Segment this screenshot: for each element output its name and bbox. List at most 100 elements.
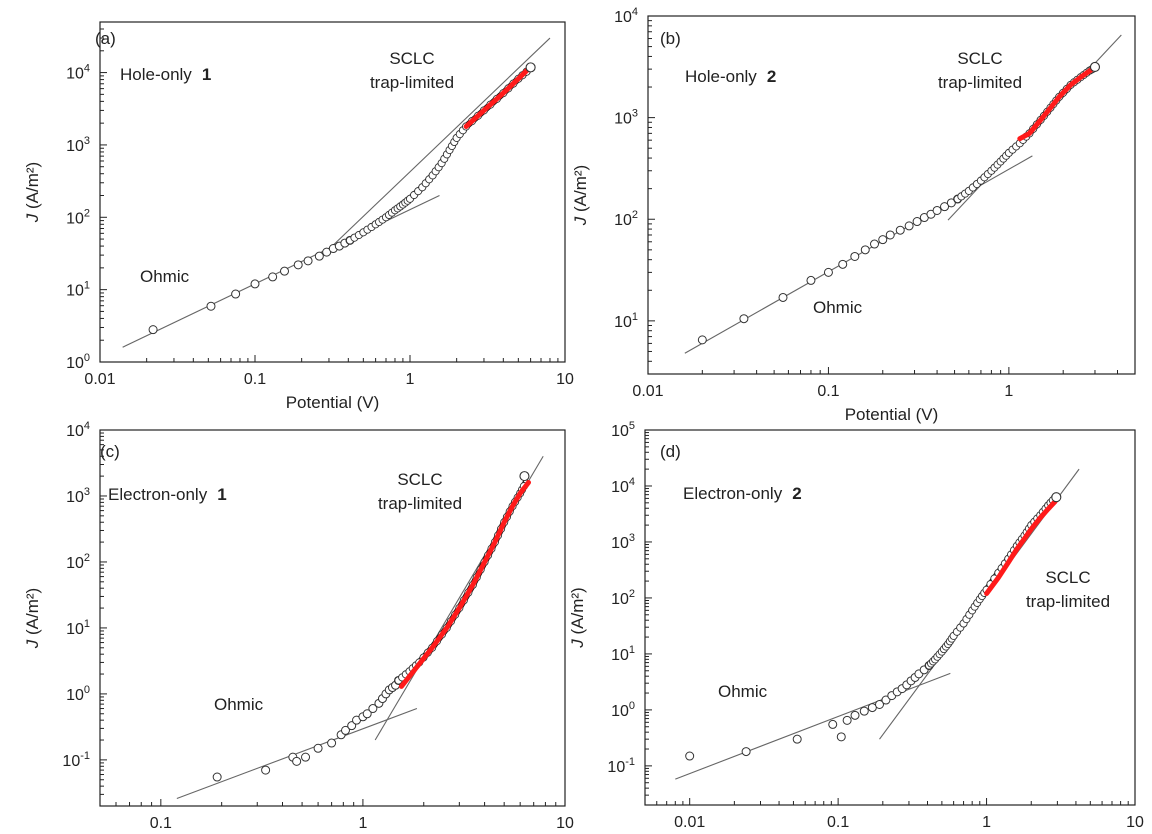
x-tick-label: 0.1	[827, 814, 849, 831]
y-tick-exponent: 3	[84, 135, 90, 147]
y-tick-exponent: 2	[84, 207, 90, 219]
data-point	[314, 251, 324, 261]
plot-frame	[99, 21, 566, 363]
data-point	[912, 217, 922, 227]
y-tick-exponent: 0	[84, 352, 90, 364]
x-tick-label: 0.1	[244, 371, 266, 388]
data-point	[904, 221, 914, 231]
ohmic-label: Ohmic	[140, 267, 190, 286]
data-point	[368, 704, 378, 714]
sclc-highlight-curve	[398, 480, 531, 689]
y-tick-label: 104	[614, 6, 638, 26]
x-tick-label: 1	[358, 815, 367, 832]
data-point	[206, 301, 216, 311]
y-tick-base: 10	[611, 479, 629, 496]
data-point	[292, 756, 302, 766]
x-tick-label: 0.01	[84, 371, 115, 388]
data-point	[860, 245, 870, 255]
data-point	[212, 772, 222, 782]
device-label-name: Hole-only	[120, 65, 192, 84]
y-tick-exponent: 1	[632, 311, 638, 323]
y-tick-exponent: 3	[84, 486, 90, 498]
y-tick-base: 10	[614, 314, 632, 331]
data-point	[148, 325, 158, 335]
data-point	[828, 719, 838, 729]
y-tick-base: 10	[66, 621, 84, 638]
y-tick-exponent: 3	[632, 108, 638, 120]
sclc-label: SCLC	[1045, 568, 1090, 587]
y-tick-exponent: -1	[625, 756, 635, 768]
ohmic-label: Ohmic	[214, 695, 264, 714]
y-axis-title-unit: (A/m²)	[23, 588, 42, 640]
x-tick-label: 10	[556, 815, 574, 832]
ohmic-fit-line	[675, 672, 951, 780]
y-tick-label: 105	[611, 420, 635, 440]
data-point	[859, 706, 869, 716]
y-tick-base: 10	[66, 555, 84, 572]
y-tick-label: 103	[66, 135, 90, 155]
x-tick-label: 0.1	[817, 383, 839, 400]
y-tick-base: 10	[611, 703, 629, 720]
data-point	[778, 292, 788, 302]
y-tick-label: 104	[66, 63, 90, 83]
x-axis-title: Potential (V)	[845, 405, 939, 424]
data-point	[313, 743, 323, 753]
y-tick-base: 10	[66, 355, 84, 372]
data-point	[806, 275, 816, 285]
y-axis-title-symbol: J	[571, 216, 590, 226]
ohmic-label: Ohmic	[718, 682, 768, 701]
y-tick-label: 103	[66, 486, 90, 506]
data-point	[842, 715, 852, 725]
data-point	[823, 267, 833, 277]
y-tick-exponent: 2	[632, 209, 638, 221]
data-point	[250, 279, 260, 289]
data-point	[280, 266, 290, 276]
y-axis-title-symbol: J	[23, 213, 42, 223]
data-point	[875, 699, 885, 709]
y-axis-title: J (A/m²)	[571, 165, 590, 226]
sclc-highlight-curve	[984, 498, 1058, 596]
panel-d: 0.010.111010-1100101102103104105Potentia…	[568, 420, 1144, 831]
data-point	[739, 314, 749, 324]
y-tick-base: 10	[66, 423, 84, 440]
data-point	[850, 251, 860, 261]
end-data-point	[1089, 61, 1101, 73]
y-tick-exponent: 4	[629, 476, 635, 488]
y-tick-base: 10	[614, 9, 632, 26]
panel-label: (d)	[660, 442, 681, 461]
x-tick-label: 10	[556, 371, 574, 388]
end-data-point	[519, 471, 530, 482]
x-tick-label: 1	[982, 814, 991, 831]
data-point	[347, 721, 357, 731]
y-tick-label: 101	[66, 618, 90, 638]
sclc-label: SCLC	[397, 470, 442, 489]
trap-limited-label: trap-limited	[370, 73, 454, 92]
device-label-number: 1	[217, 485, 226, 504]
plot-frame	[99, 429, 566, 807]
y-tick-label: 102	[611, 588, 635, 608]
data-point	[895, 225, 905, 235]
device-label-number: 1	[202, 65, 211, 84]
y-tick-base: 10	[66, 283, 84, 300]
y-tick-exponent: 1	[629, 644, 635, 656]
device-label-name: Hole-only	[685, 67, 757, 86]
trap-limited-label: trap-limited	[378, 494, 462, 513]
y-axis-title: J (A/m²)	[23, 162, 42, 223]
y-axis-title: J (A/m²)	[23, 588, 42, 649]
data-point	[741, 747, 751, 757]
plot-frame	[647, 15, 1136, 375]
y-tick-base: 10	[66, 66, 84, 83]
device-label: Hole-only 1	[120, 65, 211, 84]
y-tick-exponent: 4	[632, 6, 638, 18]
x-tick-label: 0.01	[674, 814, 705, 831]
y-tick-base: 10	[611, 591, 629, 608]
y-tick-base: 10	[607, 759, 625, 776]
y-tick-label: 100	[66, 352, 90, 372]
y-tick-label: 10-1	[62, 750, 90, 770]
y-axis-title: J (A/m²)	[568, 587, 587, 648]
x-axis-title: Potential (V)	[286, 393, 380, 412]
y-tick-exponent: 0	[629, 700, 635, 712]
sclc-highlight-curve	[463, 67, 530, 129]
